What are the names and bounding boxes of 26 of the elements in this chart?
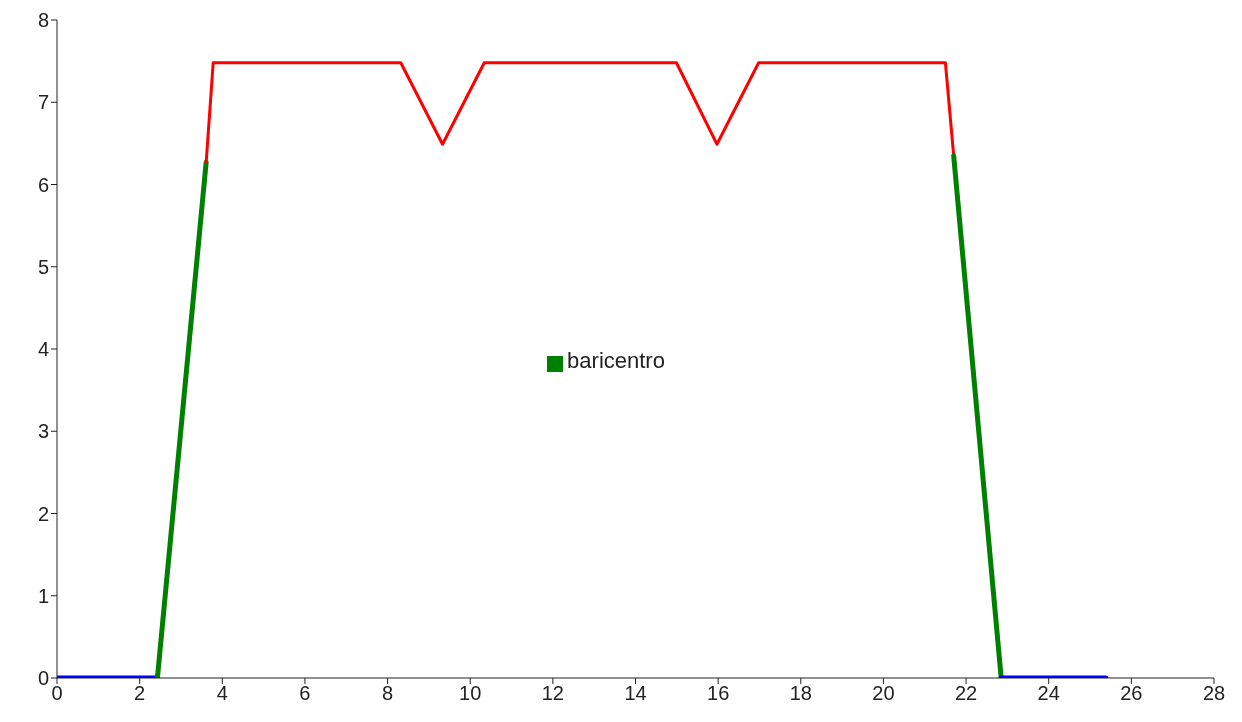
x-tick-label: 20	[872, 682, 895, 705]
x-tick-label: 12	[541, 682, 564, 705]
line-series	[204, 61, 956, 164]
y-tick-label: 1	[37, 584, 49, 607]
x-tick-label: 18	[789, 682, 812, 705]
x-tick-label: 6	[299, 682, 311, 705]
x-tick-label: 28	[1202, 682, 1226, 705]
y-tick-label: 3	[37, 420, 49, 443]
x-tick-label: 14	[624, 682, 647, 705]
x-tick-label: 22	[954, 682, 978, 705]
y-tick-label: 2	[37, 502, 49, 525]
y-tick-label: 7	[37, 91, 49, 114]
x-tick-label: 16	[707, 682, 730, 705]
y-tick-label: 8	[37, 9, 49, 32]
y-tick-label: 5	[37, 255, 49, 278]
x-tick-label: 10	[459, 682, 482, 705]
x-tick-label: 4	[216, 682, 228, 705]
x-tick-label: 8	[382, 682, 394, 705]
y-tick-label: 0	[37, 667, 49, 690]
y-tick-label: 4	[37, 338, 49, 361]
x-tick-label: 0	[51, 682, 63, 705]
x-tick-label: 24	[1037, 682, 1060, 705]
x-tick-label: 26	[1120, 682, 1143, 705]
x-tick-label: 2	[134, 682, 146, 705]
y-tick-label: 6	[37, 173, 49, 196]
legend-label: baricentro	[567, 348, 665, 373]
